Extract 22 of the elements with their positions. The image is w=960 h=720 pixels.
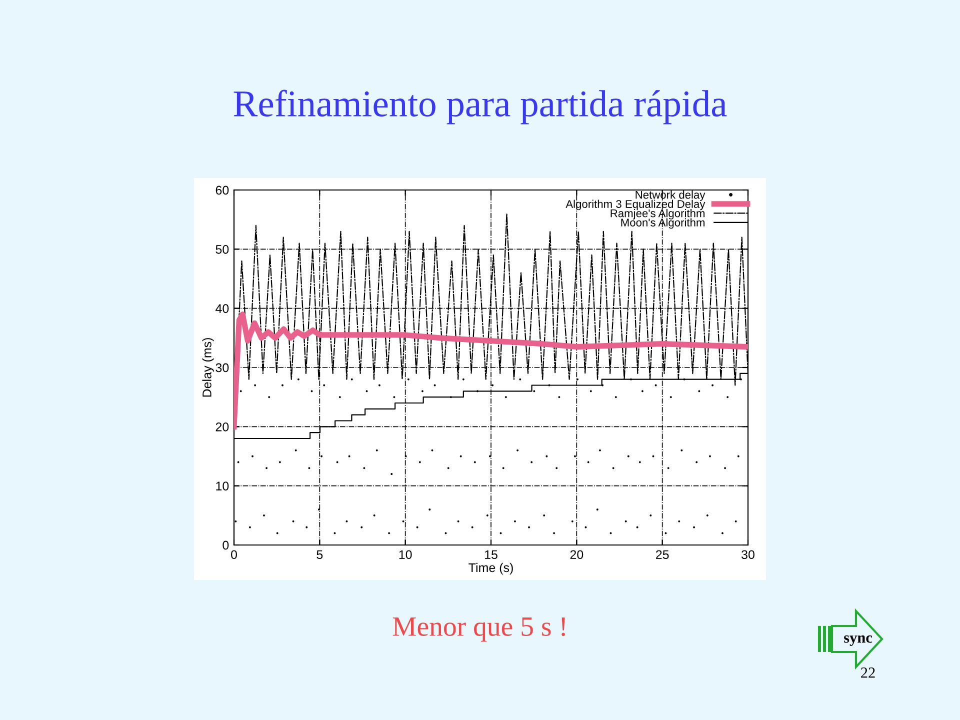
x-tick-label: 10: [399, 550, 412, 560]
text: sync: [844, 635, 872, 646]
x-tick-label: 15: [485, 550, 498, 560]
y-tick-label: 20: [216, 422, 229, 432]
y-tick-label: 40: [216, 304, 229, 313]
x-tick-label: 5: [316, 550, 323, 560]
y-axis-title: Delay (ms): [202, 338, 214, 397]
legend-label: Algorithm 3 Equalized Delay: [566, 200, 706, 210]
y-tick-label: 30: [216, 363, 229, 372]
chart-title: Refinamiento para partida rápida: [234, 90, 727, 124]
y-tick-label: 10: [216, 482, 229, 490]
text: Menor que 5 s !: [392, 617, 565, 642]
legend-label: Ramjee's Algorithm: [610, 209, 704, 220]
y-tick-label: 50: [216, 244, 229, 254]
x-tick-label: 25: [656, 550, 669, 560]
text: 22: [861, 668, 875, 678]
x-tick-label: 20: [570, 550, 584, 560]
x-axis-title: Time (s): [468, 562, 513, 575]
y-tick-label: 60: [216, 186, 229, 195]
x-tick-label: 30: [742, 550, 754, 560]
y-tick-label: 0: [222, 540, 229, 550]
x-tick-label: 0: [231, 550, 237, 560]
